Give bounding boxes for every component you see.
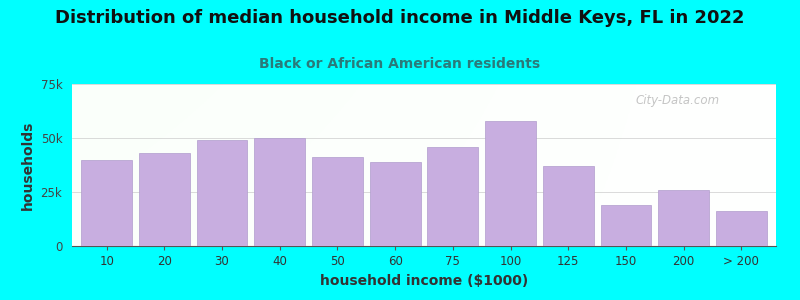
Y-axis label: households: households (21, 120, 35, 210)
Bar (485, 121, 536, 246)
Bar (427, 147, 478, 246)
Bar (370, 162, 421, 246)
Text: Distribution of median household income in Middle Keys, FL in 2022: Distribution of median household income … (55, 9, 745, 27)
Bar (543, 166, 594, 246)
Bar (716, 212, 766, 246)
Bar (312, 158, 363, 246)
Bar (601, 205, 651, 246)
X-axis label: household income ($1000): household income ($1000) (320, 274, 528, 288)
Bar (82, 160, 132, 246)
Bar (658, 190, 709, 246)
Bar (197, 140, 247, 246)
Text: Black or African American residents: Black or African American residents (259, 57, 541, 71)
Bar (139, 153, 190, 246)
Text: City-Data.com: City-Data.com (635, 94, 719, 107)
Bar (254, 138, 305, 246)
